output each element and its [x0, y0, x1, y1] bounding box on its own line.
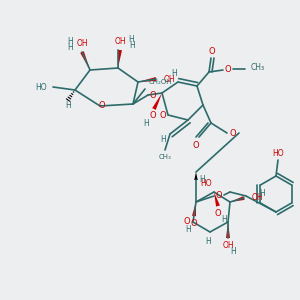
- Text: H: H: [221, 214, 227, 224]
- Polygon shape: [230, 196, 244, 202]
- Text: CH₃: CH₃: [251, 64, 265, 73]
- Text: HO: HO: [35, 82, 47, 91]
- Text: H: H: [205, 238, 211, 247]
- Text: HO: HO: [200, 178, 212, 188]
- Text: O: O: [184, 218, 190, 226]
- Polygon shape: [152, 93, 162, 110]
- Text: H: H: [230, 248, 236, 256]
- Text: H: H: [129, 41, 135, 50]
- Polygon shape: [118, 50, 122, 68]
- Text: O: O: [99, 101, 105, 110]
- Polygon shape: [194, 172, 198, 180]
- Text: O: O: [150, 112, 156, 121]
- Text: H: H: [259, 188, 265, 197]
- Text: O: O: [150, 91, 156, 100]
- Text: OH: OH: [222, 241, 234, 250]
- Polygon shape: [214, 192, 220, 206]
- Text: O: O: [191, 218, 197, 227]
- Text: HO: HO: [272, 148, 284, 158]
- Text: O: O: [209, 46, 215, 56]
- Text: H: H: [143, 118, 149, 127]
- Polygon shape: [192, 202, 196, 216]
- Text: O: O: [215, 208, 221, 217]
- Text: O: O: [193, 140, 199, 149]
- Polygon shape: [80, 51, 90, 70]
- Text: O: O: [160, 110, 166, 119]
- Text: O: O: [225, 64, 231, 74]
- Text: H: H: [160, 134, 166, 143]
- Text: OH: OH: [252, 193, 264, 202]
- Text: H: H: [199, 176, 205, 184]
- Text: CH₃: CH₃: [159, 154, 171, 160]
- Text: O: O: [230, 128, 236, 137]
- Polygon shape: [226, 222, 230, 238]
- Text: H: H: [185, 226, 191, 235]
- Text: OH: OH: [76, 40, 88, 49]
- Text: H: H: [171, 70, 177, 79]
- Text: H: H: [65, 101, 71, 110]
- Text: H: H: [67, 44, 73, 52]
- Text: OH: OH: [114, 38, 126, 46]
- Text: H: H: [67, 38, 73, 46]
- Text: H: H: [128, 35, 134, 44]
- Text: CH₂OH: CH₂OH: [149, 79, 172, 85]
- Text: O: O: [216, 190, 222, 200]
- Polygon shape: [138, 77, 156, 82]
- Text: OH: OH: [164, 74, 176, 83]
